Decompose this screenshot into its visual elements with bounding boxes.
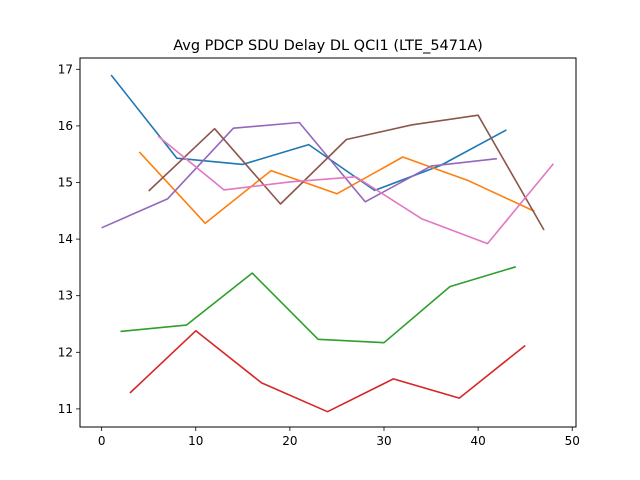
series-line-4 xyxy=(129,329,526,413)
x-tick-label: 20 xyxy=(282,434,297,448)
plot-frame xyxy=(79,57,577,428)
chart-title: Avg PDCP SDU Delay DL QCI1 (LTE_5471A) xyxy=(173,38,483,54)
series-line-5 xyxy=(101,121,497,229)
x-tick-label: 0 xyxy=(98,434,106,448)
y-tick-label: 15 xyxy=(58,176,73,190)
y-tick-label: 11 xyxy=(58,402,73,416)
series-line-3 xyxy=(120,266,517,344)
y-tick-label: 17 xyxy=(58,62,73,76)
x-axis: 0 10 20 30 40 50 xyxy=(98,427,580,448)
series-layer xyxy=(101,74,555,413)
y-tick-label: 16 xyxy=(58,119,73,133)
y-tick-label: 14 xyxy=(58,232,73,246)
x-tick-label: 30 xyxy=(376,434,391,448)
x-tick-label: 40 xyxy=(470,434,485,448)
y-axis: 11 12 13 14 15 16 17 xyxy=(58,62,80,416)
series-line-7 xyxy=(157,135,555,245)
x-tick-label: 50 xyxy=(565,434,580,448)
series-line-2 xyxy=(138,151,535,225)
y-tick-label: 12 xyxy=(58,345,73,359)
y-tick-label: 13 xyxy=(58,289,73,303)
x-tick-label: 10 xyxy=(188,434,203,448)
series-line-6 xyxy=(148,114,545,231)
